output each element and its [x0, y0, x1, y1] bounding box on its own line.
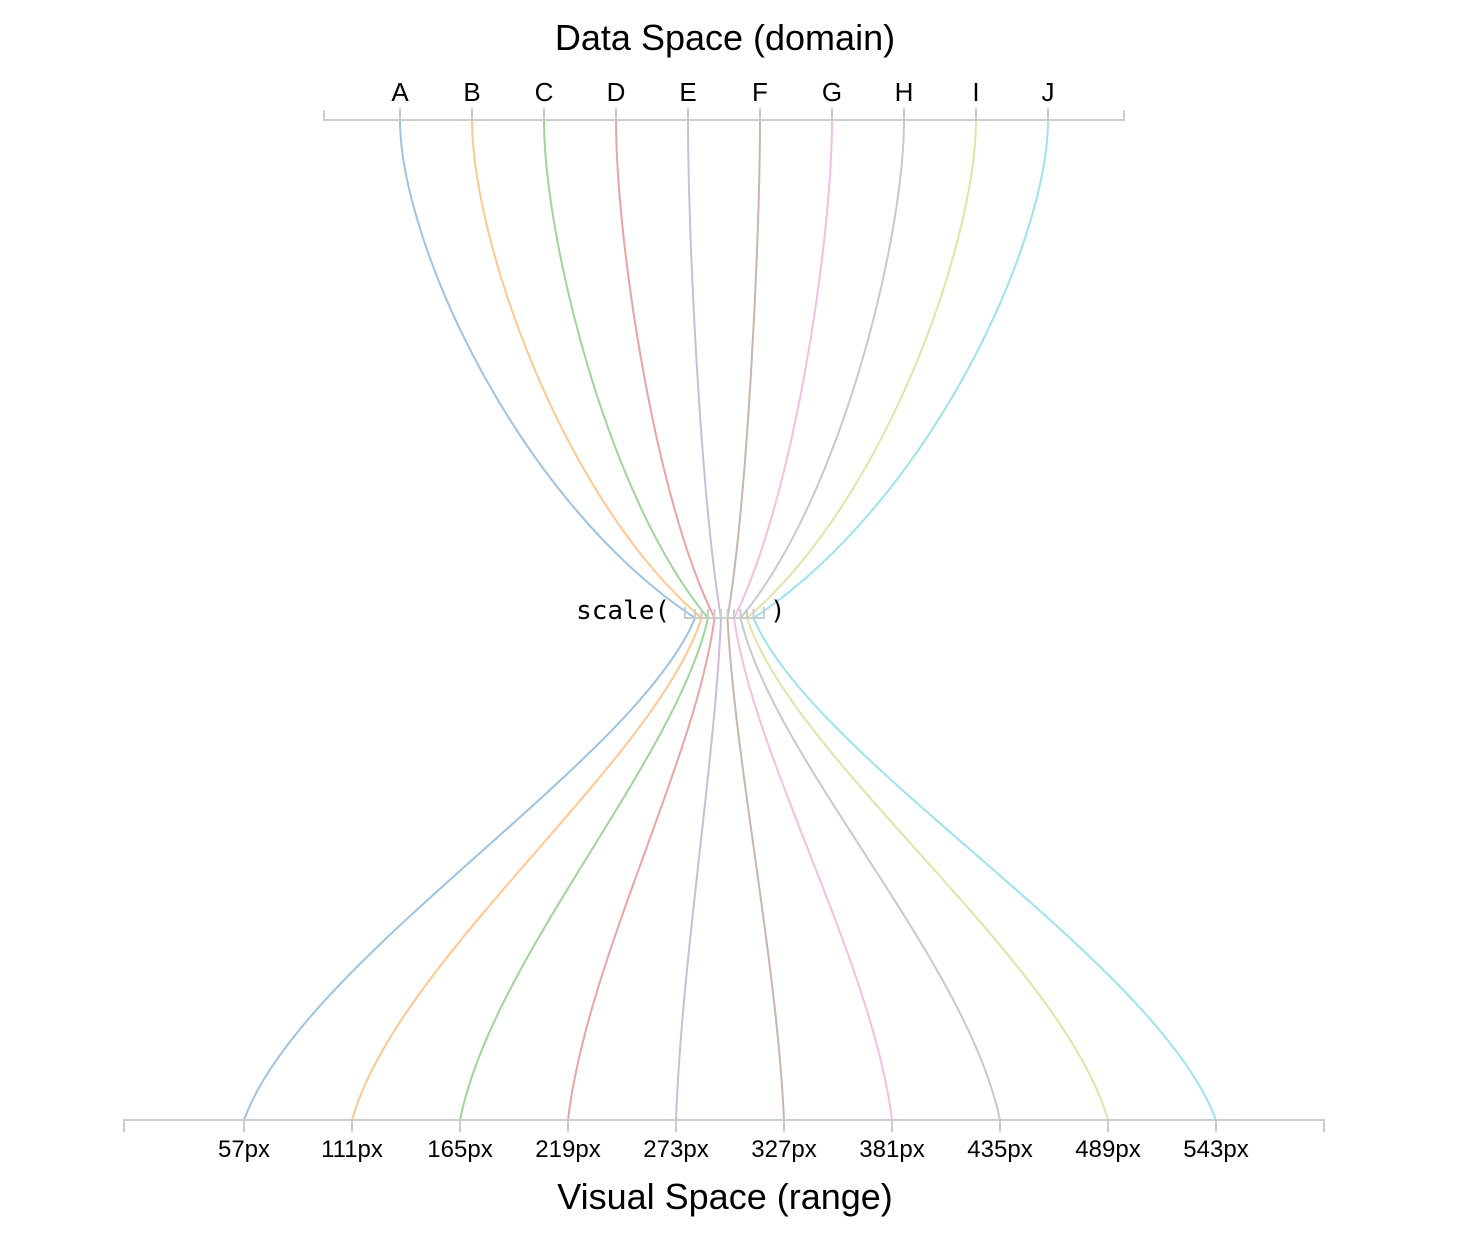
- range-label-j: 543px: [1183, 1136, 1248, 1163]
- mapping-curve-lower-h: [739, 617, 1001, 1121]
- range-title: Visual Space (range): [557, 1176, 893, 1217]
- mapping-curve-lower-a: [243, 617, 696, 1121]
- domain-label-a: A: [391, 77, 409, 107]
- scale-function-label: scale(: [576, 596, 670, 626]
- mapping-curve-upper-h: [739, 119, 905, 619]
- range-label-a: 57px: [218, 1136, 270, 1163]
- mapping-curve-lower-i: [746, 617, 1109, 1121]
- mapping-curve-lower-c: [459, 617, 709, 1121]
- domain-label-h: H: [895, 77, 914, 107]
- mapping-curve-lower-f: [726, 617, 785, 1121]
- mapping-curve-upper-e: [687, 119, 722, 619]
- range-label-f: 327px: [751, 1136, 816, 1163]
- range-axis-line: [123, 1119, 1325, 1132]
- mapping-curve-upper-b: [471, 119, 703, 619]
- mapping-curve-lower-j: [752, 617, 1217, 1121]
- domain-tick-labels: A B C D E F G H I J: [391, 77, 1054, 107]
- domain-title: Data Space (domain): [555, 17, 895, 58]
- range-label-d: 219px: [535, 1136, 600, 1163]
- range-label-c: 165px: [427, 1136, 492, 1163]
- mapping-curve-upper-c: [543, 119, 709, 619]
- domain-axis: [323, 108, 1125, 121]
- mapping-curve-upper-j: [752, 119, 1049, 619]
- domain-label-e: E: [679, 77, 696, 107]
- range-label-g: 381px: [859, 1136, 924, 1163]
- mapping-curve-upper-i: [746, 119, 977, 619]
- domain-label-d: D: [607, 77, 626, 107]
- domain-label-c: C: [535, 77, 554, 107]
- mapping-curve-upper-f: [726, 119, 761, 619]
- domain-label-b: B: [463, 77, 480, 107]
- range-label-h: 435px: [967, 1136, 1032, 1163]
- domain-label-f: F: [752, 77, 768, 107]
- range-label-e: 273px: [643, 1136, 708, 1163]
- scale-function-axis: [684, 607, 765, 619]
- mapping-curve-lower-b: [351, 617, 703, 1121]
- scale-function-close: ): [770, 596, 786, 626]
- range-label-i: 489px: [1075, 1136, 1140, 1163]
- domain-label-j: J: [1042, 77, 1055, 107]
- mapping-curve-upper-g: [733, 119, 833, 619]
- range-tick-labels: 57px 111px 165px 219px 273px 327px 381px 435px 4…: [218, 1136, 1249, 1163]
- mapping-curve-upper-d: [615, 119, 716, 619]
- mapping-curves: [243, 119, 1217, 1121]
- range-label-b: 111px: [321, 1136, 383, 1163]
- mapping-curve-lower-g: [733, 617, 893, 1121]
- domain-label-g: G: [822, 77, 842, 107]
- scale-mini-axis-line: [684, 607, 765, 619]
- mapping-curve-lower-e: [675, 617, 722, 1121]
- domain-label-i: I: [972, 77, 979, 107]
- mapping-curve-lower-d: [567, 617, 716, 1121]
- domain-axis-line: [323, 110, 1125, 121]
- mapping-curve-upper-a: [399, 119, 696, 619]
- range-axis: [123, 1119, 1325, 1132]
